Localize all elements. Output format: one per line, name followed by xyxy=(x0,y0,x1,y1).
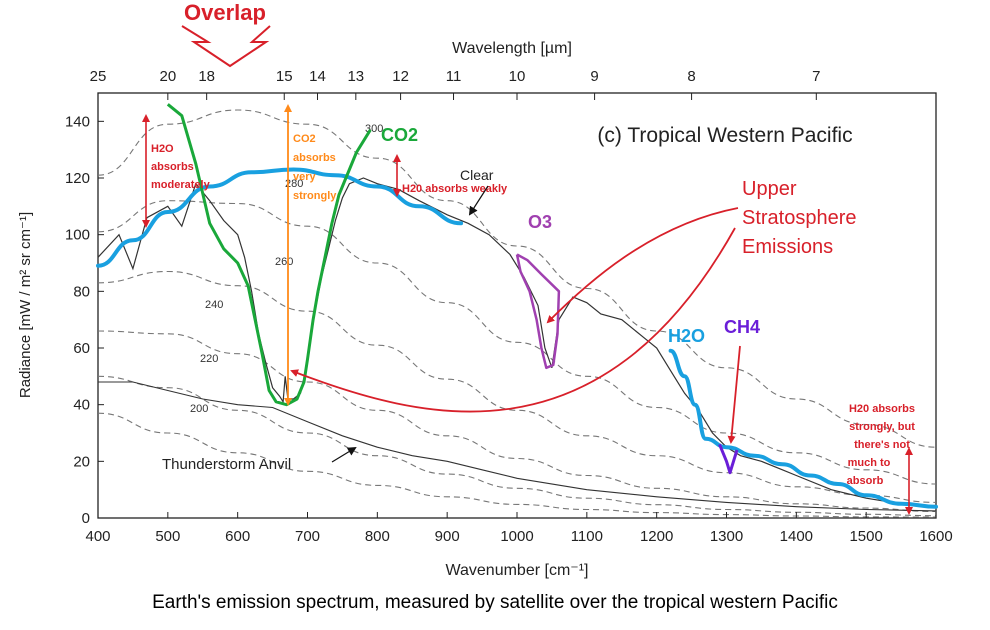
anvil-pointer xyxy=(331,446,357,463)
top-tick-label: 9 xyxy=(590,68,598,85)
overlap-bracket xyxy=(181,25,271,68)
x-tick-label: 1500 xyxy=(849,528,882,545)
planck-curve-280 xyxy=(97,200,937,485)
clear-label: Clear xyxy=(460,167,494,183)
ch4-overlay xyxy=(718,443,739,475)
h2o-strong-text-1: H20 absorbs xyxy=(849,403,915,415)
co2-overlay xyxy=(166,103,372,407)
overlap-label: Overlap xyxy=(184,0,266,25)
x-tick-label: 1200 xyxy=(640,528,673,545)
h2o-label: H2O xyxy=(668,326,705,346)
h2o-overlay-right xyxy=(668,348,938,509)
wavelength-axis-ticks: 25 20 18 15 14 13 12 11 10 9 8 7 xyxy=(90,68,820,100)
o3-label: O3 xyxy=(528,212,552,232)
upper-stratosphere-text-2: Stratosphere xyxy=(742,207,857,229)
upper-stratosphere-text-3: Emissions xyxy=(742,236,833,258)
y-tick-label: 20 xyxy=(73,453,90,470)
co2-strong-text-3: very xyxy=(293,171,317,183)
x-tick-label: 1400 xyxy=(780,528,813,545)
x-tick-label: 600 xyxy=(225,528,250,545)
y-tick-label: 120 xyxy=(65,170,90,187)
h2o-weak-text: H20 absorbs weakly xyxy=(402,183,508,195)
x-tick-label: 1000 xyxy=(500,528,533,545)
top-tick-label: 25 xyxy=(90,68,107,85)
x-tick-label: 800 xyxy=(365,528,390,545)
top-tick-label: 15 xyxy=(276,68,293,85)
planck-label-260: 260 xyxy=(275,256,293,268)
x-axis-label: Wavenumber [cm⁻¹] xyxy=(446,562,589,579)
x-tick-label: 1100 xyxy=(571,528,603,545)
co2-strong-text-1: CO2 xyxy=(293,133,316,145)
x-tick-label: 1600 xyxy=(919,528,952,545)
h2o-strong-text-3: there's not xyxy=(854,439,910,451)
planck-label-200: 200 xyxy=(190,403,208,415)
planck-curve-240 xyxy=(97,330,937,513)
co2-strong-text-2: absorbs xyxy=(293,152,336,164)
y-axis-ticks: 0 20 40 60 80 100 120 140 xyxy=(65,113,104,527)
top-tick-label: 20 xyxy=(159,68,176,85)
upper-stratosphere-arrow-o3 xyxy=(546,207,739,324)
clear-pointer xyxy=(468,185,489,216)
y-axis-label: Radiance [mW / m² sr cm⁻¹] xyxy=(17,212,34,398)
top-tick-label: 12 xyxy=(392,68,409,85)
co2-label: CO2 xyxy=(381,125,418,145)
data-series xyxy=(96,103,938,512)
co2-strong-text-4: strongly xyxy=(293,190,337,202)
ch4-arrow xyxy=(727,345,741,444)
planck-curve-220 xyxy=(97,375,937,517)
o3-overlay xyxy=(515,253,561,370)
x-tick-label: 500 xyxy=(155,528,180,545)
y-tick-label: 0 xyxy=(82,510,90,527)
planck-curve-300 xyxy=(97,109,937,448)
x-tick-label: 400 xyxy=(85,528,110,545)
y-tick-label: 40 xyxy=(73,397,90,414)
top-tick-label: 10 xyxy=(509,68,526,85)
h2o-moderate-text-1: H2O xyxy=(151,143,174,155)
top-tick-label: 14 xyxy=(309,68,326,85)
x-axis-ticks: 400 500 600 700 800 900 1000 1100 1200 1300 1400 15… xyxy=(85,512,953,545)
h2o-moderate-text-2: absorbs xyxy=(151,161,194,173)
top-tick-label: 18 xyxy=(198,68,215,85)
y-tick-label: 140 xyxy=(65,113,90,130)
top-tick-label: 13 xyxy=(347,68,364,85)
h2o-strong-text-2: strongly, but xyxy=(849,421,915,433)
x-tick-label: 900 xyxy=(435,528,460,545)
x-tick-label: 1300 xyxy=(710,528,743,545)
upper-stratosphere-text-1: Upper xyxy=(742,178,797,200)
ch4-label: CH4 xyxy=(724,317,760,337)
y-tick-label: 60 xyxy=(73,340,90,357)
y-tick-label: 80 xyxy=(73,283,90,300)
top-tick-label: 8 xyxy=(687,68,695,85)
h2o-strong-text-5: absorb xyxy=(847,475,884,487)
anvil-spectrum-line xyxy=(98,381,937,512)
h2o-strong-text-4: much to xyxy=(848,457,891,469)
chart-title: (c) Tropical Western Pacific xyxy=(597,124,852,147)
h2o-moderate-text-3: moderately xyxy=(151,179,211,191)
top-axis-label: Wavelength [µm] xyxy=(452,40,572,57)
planck-label-240: 240 xyxy=(205,299,223,311)
y-tick-label: 100 xyxy=(65,227,90,244)
planck-label-220: 220 xyxy=(200,353,218,365)
top-tick-label: 11 xyxy=(446,68,462,85)
figure-caption: Earth's emission spectrum, measured by s… xyxy=(152,592,838,613)
top-tick-label: 7 xyxy=(812,68,820,85)
x-tick-label: 700 xyxy=(295,528,320,545)
anvil-label: Thunderstorm Anvil xyxy=(162,456,291,473)
upper-stratosphere-arrow-co2 xyxy=(290,227,736,413)
